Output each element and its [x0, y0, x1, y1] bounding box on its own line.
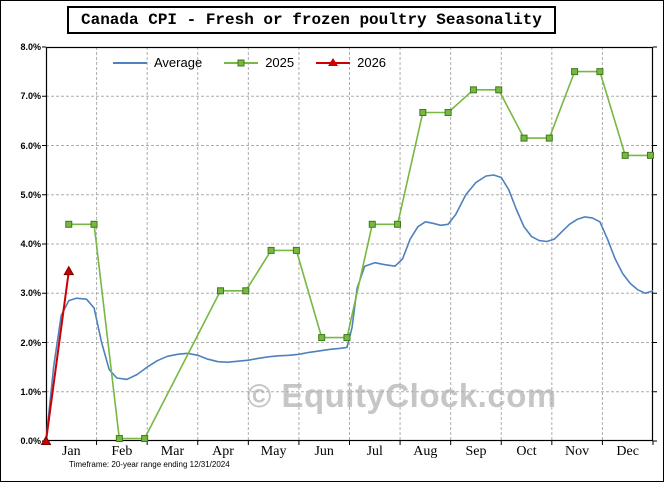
- square-marker: [65, 220, 73, 228]
- x-axis-labels: Jan Feb Mar Apr May Jun Jul Aug Sep Oct Nov Dec: [46, 444, 653, 459]
- y-axis-label: 0.0%: [20, 436, 41, 446]
- legend-item-2026: 2026: [316, 56, 386, 69]
- legend-item-2025: 2025: [224, 56, 294, 69]
- x-axis-label: Aug: [413, 444, 438, 459]
- average-line-icon: [113, 61, 147, 64]
- x-axis-label: Sep: [465, 444, 487, 459]
- x-axis-label: Mar: [160, 444, 185, 459]
- legend-label-2025: 2025: [265, 55, 295, 70]
- square-marker: [242, 287, 250, 295]
- square-marker: [444, 109, 452, 117]
- legend-label-average: Average: [154, 55, 203, 70]
- plot-border: [45, 46, 654, 442]
- triangle-marker: [63, 265, 75, 276]
- square-marker: [318, 334, 326, 342]
- y-axis-label: 6.0%: [20, 140, 41, 151]
- square-marker-icon: [237, 59, 245, 66]
- square-marker: [292, 246, 300, 254]
- square-marker: [394, 220, 402, 228]
- triangle-marker: [40, 435, 52, 445]
- y-axis-label: 5.0%: [20, 189, 41, 200]
- y-axis-label: 8.0%: [20, 42, 41, 52]
- legend-item-average: Average: [113, 56, 202, 69]
- x-axis-label: Feb: [111, 444, 133, 459]
- x-axis-label: Nov: [565, 444, 590, 459]
- square-marker: [646, 151, 654, 159]
- series-line-2025: [68, 70, 651, 440]
- square-marker: [596, 68, 604, 76]
- y-axis-label: 1.0%: [20, 386, 41, 397]
- x-axis-label: Apr: [212, 444, 234, 459]
- y-axis-label: 4.0%: [20, 239, 41, 249]
- square-marker: [115, 435, 123, 443]
- x-axis-label: Dec: [616, 444, 639, 459]
- square-marker: [141, 435, 149, 443]
- square-marker: [495, 86, 503, 94]
- legend-label-2026: 2026: [357, 55, 387, 70]
- legend: Average 2025 2026: [113, 56, 386, 69]
- series-line-2026: [45, 270, 70, 442]
- y-axis-label: 7.0%: [20, 91, 41, 102]
- square-marker: [469, 86, 477, 94]
- x-axis-label: Jan: [61, 444, 81, 459]
- square-marker: [571, 68, 579, 76]
- square-marker: [545, 134, 553, 142]
- triangle-marker-icon: [328, 57, 339, 66]
- series-2026-line-icon: [316, 57, 351, 66]
- x-axis-label: Jun: [314, 444, 334, 459]
- y-axis-label: 3.0%: [20, 288, 41, 299]
- x-axis-label: Jul: [366, 444, 383, 459]
- chart-title: Canada CPI - Fresh or frozen poultry Sea…: [67, 6, 556, 34]
- timeframe-footnote: Timeframe: 20-year range ending 12/31/20…: [69, 460, 230, 469]
- square-marker: [267, 246, 275, 254]
- y-axis-label: 2.0%: [20, 337, 41, 348]
- square-marker: [343, 334, 351, 342]
- square-marker: [520, 134, 528, 142]
- series-line-average: [45, 174, 654, 442]
- square-marker: [90, 220, 98, 228]
- square-marker: [368, 220, 376, 228]
- square-marker: [419, 109, 427, 117]
- x-axis-label: Oct: [516, 444, 537, 459]
- x-axis-label: May: [260, 444, 287, 459]
- square-marker: [217, 287, 225, 295]
- square-marker: [621, 151, 629, 159]
- series-2025-line-icon: [224, 59, 259, 66]
